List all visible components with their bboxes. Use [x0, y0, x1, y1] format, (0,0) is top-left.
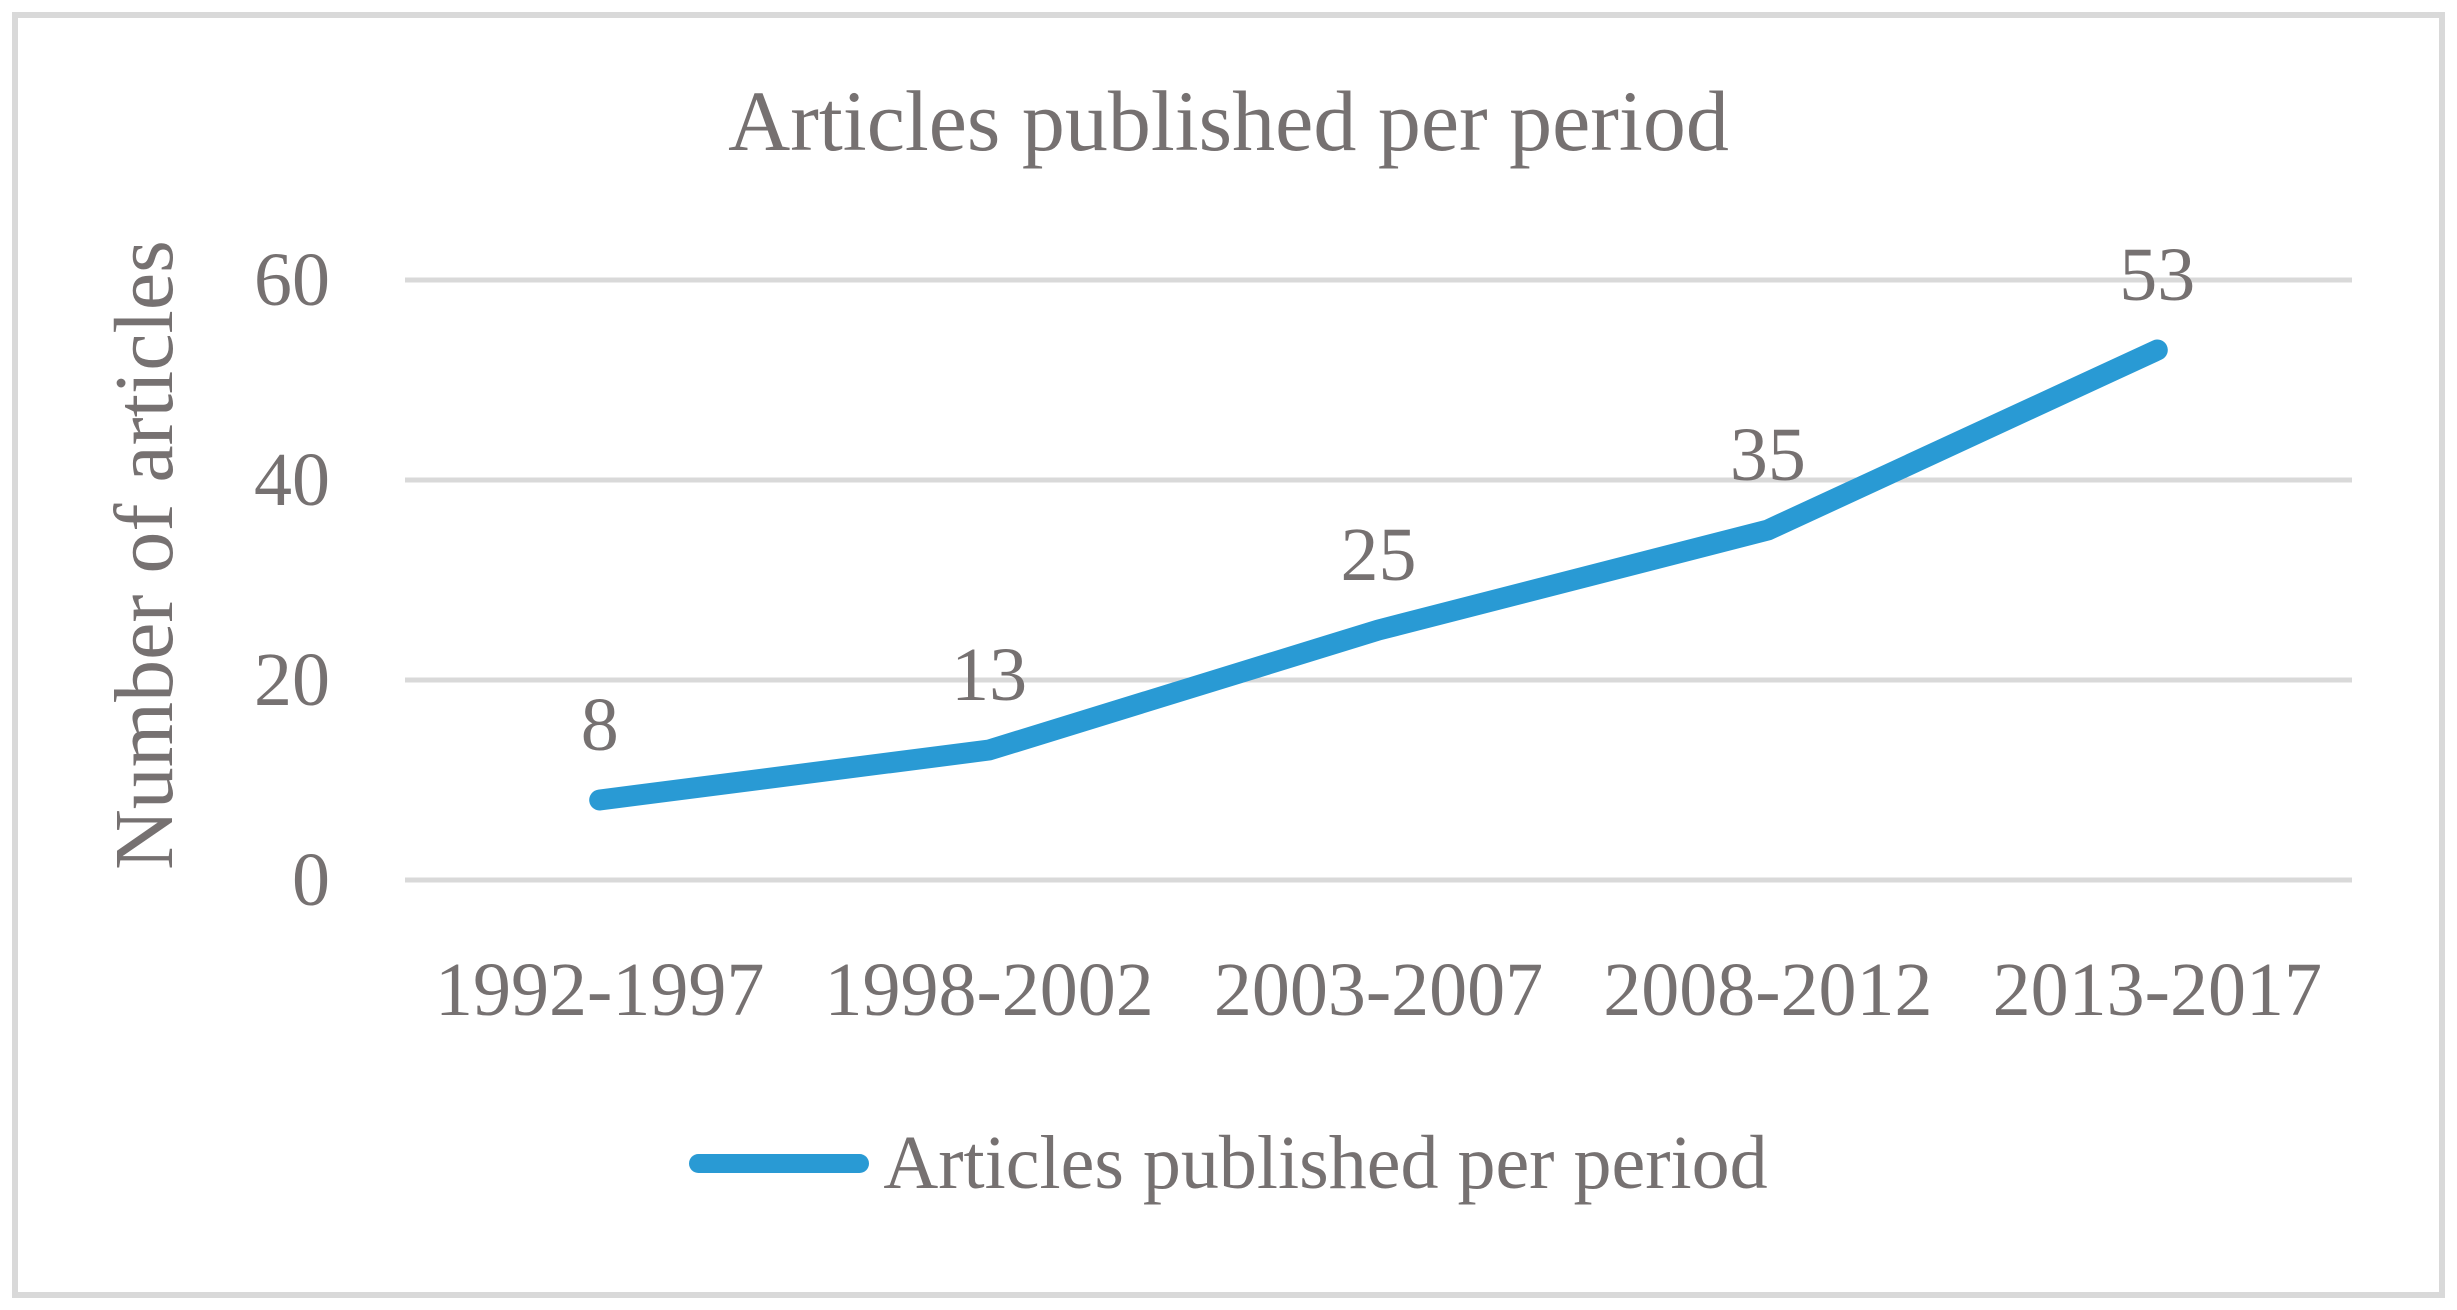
- x-tick-label-1992-1997: 1992-1997: [435, 948, 765, 1032]
- x-tick-label-2013-2017: 2013-2017: [1992, 948, 2322, 1032]
- series-line: [589, 339, 2168, 811]
- y-tick-label-0: 0: [292, 838, 330, 922]
- gridlines: [405, 277, 2352, 883]
- y-tick-label-40: 40: [254, 438, 330, 522]
- y-tick-label-60: 60: [254, 238, 330, 322]
- x-tick-label-2008-2012: 2008-2012: [1603, 948, 1933, 1032]
- x-tick-label-2003-2007: 2003-2007: [1213, 948, 1544, 1032]
- data-label-1992-1997: 8: [580, 683, 619, 767]
- x-tick-label-1998-2002: 1998-2002: [824, 948, 1154, 1032]
- data-label-2003-2007: 25: [1340, 513, 1417, 597]
- data-label-2008-2012: 35: [1729, 413, 1806, 497]
- data-label-1998-2002: 13: [951, 633, 1028, 717]
- line-series: [589, 339, 2168, 811]
- legend-line-swatch: [689, 1153, 870, 1173]
- data-label-2013-2017: 53: [2119, 233, 2196, 317]
- y-tick-label-20: 20: [254, 638, 330, 722]
- legend-label: Articles published per period: [883, 1121, 1768, 1205]
- legend: Articles published per period: [0, 1118, 2457, 1208]
- chart-title: Articles published per period: [728, 73, 1729, 169]
